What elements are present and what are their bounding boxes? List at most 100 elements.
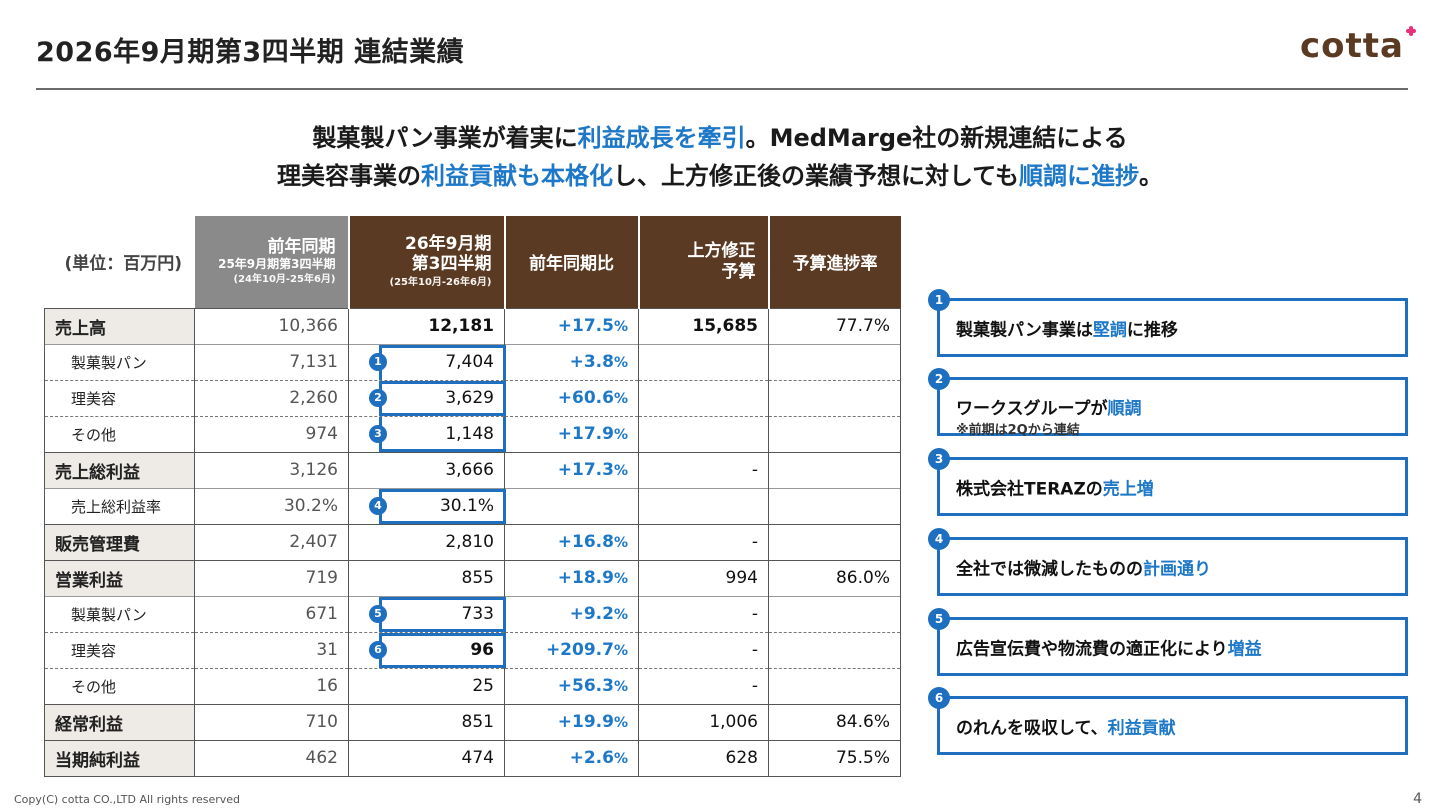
header-cur-main2: 第3四半期 (411, 254, 492, 274)
row-label: 当期純利益 (44, 739, 195, 777)
pct-sign: % (613, 751, 628, 767)
prev-value: 2,407 (194, 523, 349, 560)
headline-text: 。MedMarge社の新規連結による (745, 124, 1128, 152)
table-row: 売上高 10,366 12,181 +17.5% 15,685 77.7% (44, 307, 901, 344)
callout-highlight: 売上増 (1102, 479, 1154, 499)
budget-value: 628 (638, 739, 769, 777)
yoy-value: +2.6% (504, 739, 639, 777)
row-label: その他 (44, 667, 195, 704)
prev-value: 974 (194, 415, 349, 452)
header-budget-line2: 予算 (721, 261, 756, 282)
progress-rate-value (768, 523, 901, 560)
page-number: 4 (1413, 791, 1422, 807)
header-prev-main: 前年同期 (267, 237, 336, 258)
page-title: 2026年9月期第3四半期 連結業績 (36, 37, 465, 68)
current-value-text: 30.1% (439, 496, 494, 516)
callout-3: 3 株式会社TERAZの売上増 (928, 448, 1408, 516)
logo-text: cotta (1300, 26, 1404, 66)
yoy-value: +16.8% (504, 523, 639, 560)
callout-text: のれんを吸収して、利益貢献 (956, 713, 1176, 738)
current-value: 851 (348, 703, 505, 740)
yoy-value: +60.6% (504, 379, 639, 416)
headline-highlight: 利益成長を牽引 (577, 124, 746, 152)
marker-badge-4: 4 (369, 497, 387, 515)
pct-sign: % (613, 319, 628, 335)
yoy-number: +17.3 (557, 460, 614, 480)
progress-rate-value (768, 379, 901, 416)
callout-text: 広告宣伝費や物流費の適正化により増益 (956, 634, 1262, 659)
pct-sign: % (613, 571, 628, 587)
prev-value: 462 (194, 739, 349, 777)
marker-badge-3: 3 (369, 425, 387, 443)
headline-line-2: 理美容事業の利益貢献も本格化し、上方修正後の業績予想に対しても順調に進捗。 (0, 156, 1440, 191)
yoy-value: +17.3% (504, 451, 639, 488)
callout-text-part: 株式会社TERAZの (956, 479, 1103, 499)
budget-value: 994 (638, 559, 769, 596)
progress-rate-value (768, 451, 901, 488)
callout-badge: 5 (928, 608, 950, 630)
table-row: 売上総利益 3,126 3,666 +17.3% - (44, 451, 901, 488)
budget-value: 1,006 (638, 703, 769, 740)
current-value: 3 1,148 (348, 415, 506, 452)
progress-rate-value: 77.7% (768, 307, 901, 344)
header-current-period: 26年9月期 第3四半期 (25年10月-26年6月) (347, 216, 505, 308)
prev-value: 16 (194, 667, 349, 704)
budget-value: - (638, 631, 769, 668)
prev-value: 3,126 (194, 451, 349, 488)
cotta-logo: cotta (1300, 26, 1416, 66)
copyright-text: Copy(C) cotta CO.,LTD All rights reserve… (14, 793, 241, 806)
row-label: 販売管理費 (44, 523, 195, 560)
yoy-number: +2.6 (569, 748, 614, 768)
header-cur-main1: 26年9月期 (405, 234, 492, 255)
budget-value: - (638, 595, 769, 632)
callout-badge: 2 (928, 368, 950, 390)
row-label: 売上総利益率 (44, 487, 195, 524)
plus-mark-icon (1406, 26, 1416, 36)
yoy-value: +19.9% (504, 703, 639, 740)
yoy-number: +60.6 (557, 388, 614, 408)
row-label: 理美容 (44, 379, 195, 416)
callout-text-part: に推移 (1126, 320, 1178, 340)
budget-value (638, 415, 769, 452)
pct-sign: % (613, 679, 628, 695)
yoy-value: +56.3% (504, 667, 639, 704)
progress-rate-value (768, 487, 901, 524)
yoy-number: +17.5 (557, 316, 614, 336)
yoy-value: +9.2% (504, 595, 639, 632)
row-label: 経常利益 (44, 703, 195, 740)
current-value: 6 96 (348, 631, 506, 668)
progress-rate-value (768, 667, 901, 704)
current-value: 5 733 (348, 595, 506, 632)
callout-highlight: 増益 (1227, 639, 1262, 659)
table-row: 経常利益 710 851 +19.9% 1,006 84.6% (44, 703, 901, 740)
callout-text: ワークスグループが順調 (956, 394, 1141, 419)
current-value: 25 (348, 667, 505, 704)
budget-value: - (638, 451, 769, 488)
row-label: 売上総利益 (44, 451, 195, 488)
prev-value: 10,366 (194, 307, 349, 344)
yoy-number: +56.3 (557, 676, 614, 696)
callout-highlight: 利益貢献 (1107, 718, 1176, 738)
pct-sign: % (613, 391, 628, 407)
current-value: 855 (348, 559, 505, 596)
prev-value: 7,131 (194, 343, 349, 380)
prev-value: 671 (194, 595, 349, 632)
pct-sign: % (613, 643, 628, 659)
table-row: 製菓製パン 7,131 1 7,404 +3.8% (44, 343, 901, 380)
headline-text: 。 (1139, 162, 1164, 190)
headline-text: 製菓製パン事業が着実に (312, 124, 578, 152)
yoy-number: +19.9 (557, 712, 614, 732)
progress-rate-value (768, 343, 901, 380)
callout-badge: 4 (928, 528, 950, 550)
row-label: 売上高 (44, 307, 195, 344)
yoy-value: +18.9% (504, 559, 639, 596)
progress-rate-value: 84.6% (768, 703, 901, 740)
progress-rate-value (768, 631, 901, 668)
callout-text: 全社では微減したものの計画通り (956, 554, 1211, 579)
current-value-text: 733 (461, 604, 494, 624)
prev-value: 30.2% (194, 487, 349, 524)
header-progress-rate: 予算進捗率 (767, 216, 901, 308)
pct-sign: % (613, 463, 628, 479)
header-prev-period: 前年同期 25年9月期第3四半期 (24年10月-25年6月) (194, 216, 349, 308)
marker-badge-5: 5 (369, 605, 387, 623)
